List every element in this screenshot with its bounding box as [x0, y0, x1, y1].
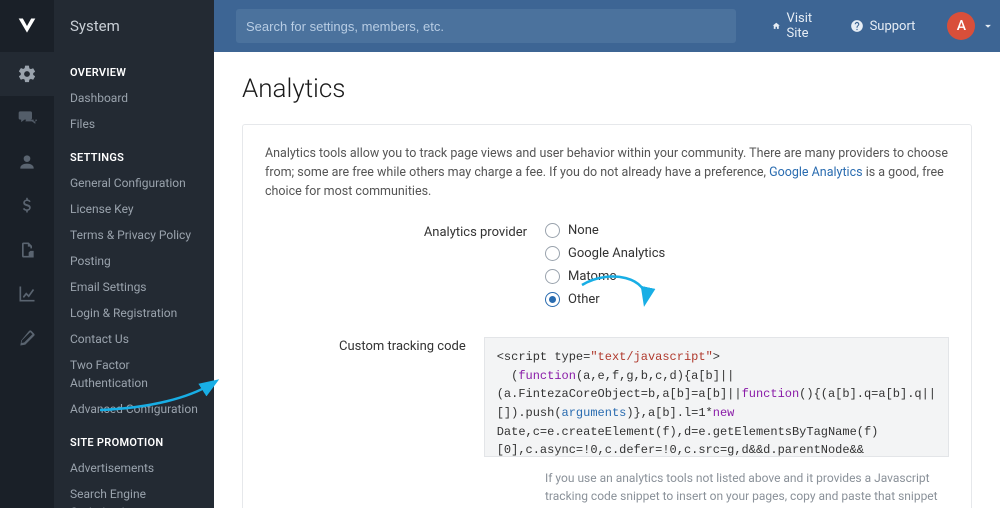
- avatar: A: [947, 12, 975, 40]
- custom-label: Custom tracking code: [265, 337, 484, 354]
- support-link[interactable]: Support: [844, 19, 922, 34]
- rail-appearance[interactable]: [0, 316, 54, 360]
- sidebar-section-title: OVERVIEW: [54, 52, 214, 85]
- provider-option-google-analytics[interactable]: Google Analytics: [545, 246, 949, 261]
- user-menu[interactable]: A: [941, 12, 1000, 40]
- sidebar-item-posting[interactable]: Posting: [54, 248, 214, 274]
- sidebar-item-two-factor-authentication[interactable]: Two Factor Authentication: [54, 352, 214, 396]
- radio-icon: [545, 246, 560, 261]
- sidebar-section-title: SITE PROMOTION: [54, 422, 214, 455]
- radio-icon: [545, 269, 560, 284]
- support-label: Support: [870, 19, 916, 34]
- page-title: Analytics: [242, 74, 972, 104]
- brand-label: System: [54, 0, 214, 52]
- custom-field: <script type="text/javascript"> (functio…: [484, 337, 949, 457]
- custom-tracking-code[interactable]: <script type="text/javascript"> (functio…: [484, 337, 949, 457]
- sidebar-item-files[interactable]: Files: [54, 111, 214, 137]
- provider-option-other[interactable]: Other: [545, 292, 949, 307]
- rail-user[interactable]: [0, 140, 54, 184]
- chevron-down-icon: [981, 19, 995, 33]
- provider-field: None Google Analytics Matomo Other: [545, 223, 949, 315]
- panel: Analytics tools allow you to track page …: [242, 124, 972, 508]
- search-input[interactable]: [246, 19, 726, 34]
- radio-label: None: [568, 223, 599, 238]
- search-wrap[interactable]: [236, 9, 736, 43]
- row-provider: Analytics provider None Google Analytics M…: [265, 223, 949, 315]
- sidebar-item-email-settings[interactable]: Email Settings: [54, 274, 214, 300]
- radio-icon: [545, 223, 560, 238]
- sidebar-item-search-engine-optimization[interactable]: Search Engine Optimization: [54, 481, 214, 508]
- radio-label: Other: [568, 292, 600, 307]
- radio-label: Google Analytics: [568, 246, 665, 261]
- logo: [0, 0, 54, 52]
- sidebar-item-contact-us[interactable]: Contact Us: [54, 326, 214, 352]
- sidebar-item-general-configuration[interactable]: General Configuration: [54, 170, 214, 196]
- provider-option-matomo[interactable]: Matomo: [545, 269, 949, 284]
- icon-rail: [0, 0, 54, 508]
- content: Analytics Analytics tools allow you to t…: [214, 52, 1000, 508]
- rail-billing[interactable]: [0, 184, 54, 228]
- provider-label: Analytics provider: [265, 223, 545, 240]
- rail-settings[interactable]: [0, 52, 54, 96]
- rail-files[interactable]: [0, 228, 54, 272]
- intro-link[interactable]: Google Analytics: [769, 165, 863, 180]
- intro-text: Analytics tools allow you to track page …: [265, 145, 949, 201]
- sidebar-item-terms-privacy-policy[interactable]: Terms & Privacy Policy: [54, 222, 214, 248]
- sidebar-item-dashboard[interactable]: Dashboard: [54, 85, 214, 111]
- help-text: If you use an analytics tools not listed…: [545, 469, 949, 508]
- row-help: If you use an analytics tools not listed…: [265, 469, 949, 508]
- sidebar: System OVERVIEWDashboardFilesSETTINGSGen…: [54, 0, 214, 508]
- provider-option-none[interactable]: None: [545, 223, 949, 238]
- home-icon: [772, 19, 781, 33]
- visit-site-label: Visit Site: [787, 11, 818, 41]
- topbar: Visit Site Support A: [214, 0, 1000, 52]
- help-icon: [850, 19, 864, 33]
- radio-icon: [545, 292, 560, 307]
- visit-site-link[interactable]: Visit Site: [766, 11, 824, 41]
- main: Visit Site Support A Analytics Analytics…: [214, 0, 1000, 508]
- row-custom: Custom tracking code <script type="text/…: [265, 337, 949, 457]
- sidebar-section-title: SETTINGS: [54, 137, 214, 170]
- sidebar-item-advanced-configuration[interactable]: Advanced Configuration: [54, 396, 214, 422]
- radio-label: Matomo: [568, 269, 617, 284]
- sidebar-item-login-registration[interactable]: Login & Registration: [54, 300, 214, 326]
- sidebar-item-advertisements[interactable]: Advertisements: [54, 455, 214, 481]
- rail-stats[interactable]: [0, 272, 54, 316]
- sidebar-item-license-key[interactable]: License Key: [54, 196, 214, 222]
- rail-chat[interactable]: [0, 96, 54, 140]
